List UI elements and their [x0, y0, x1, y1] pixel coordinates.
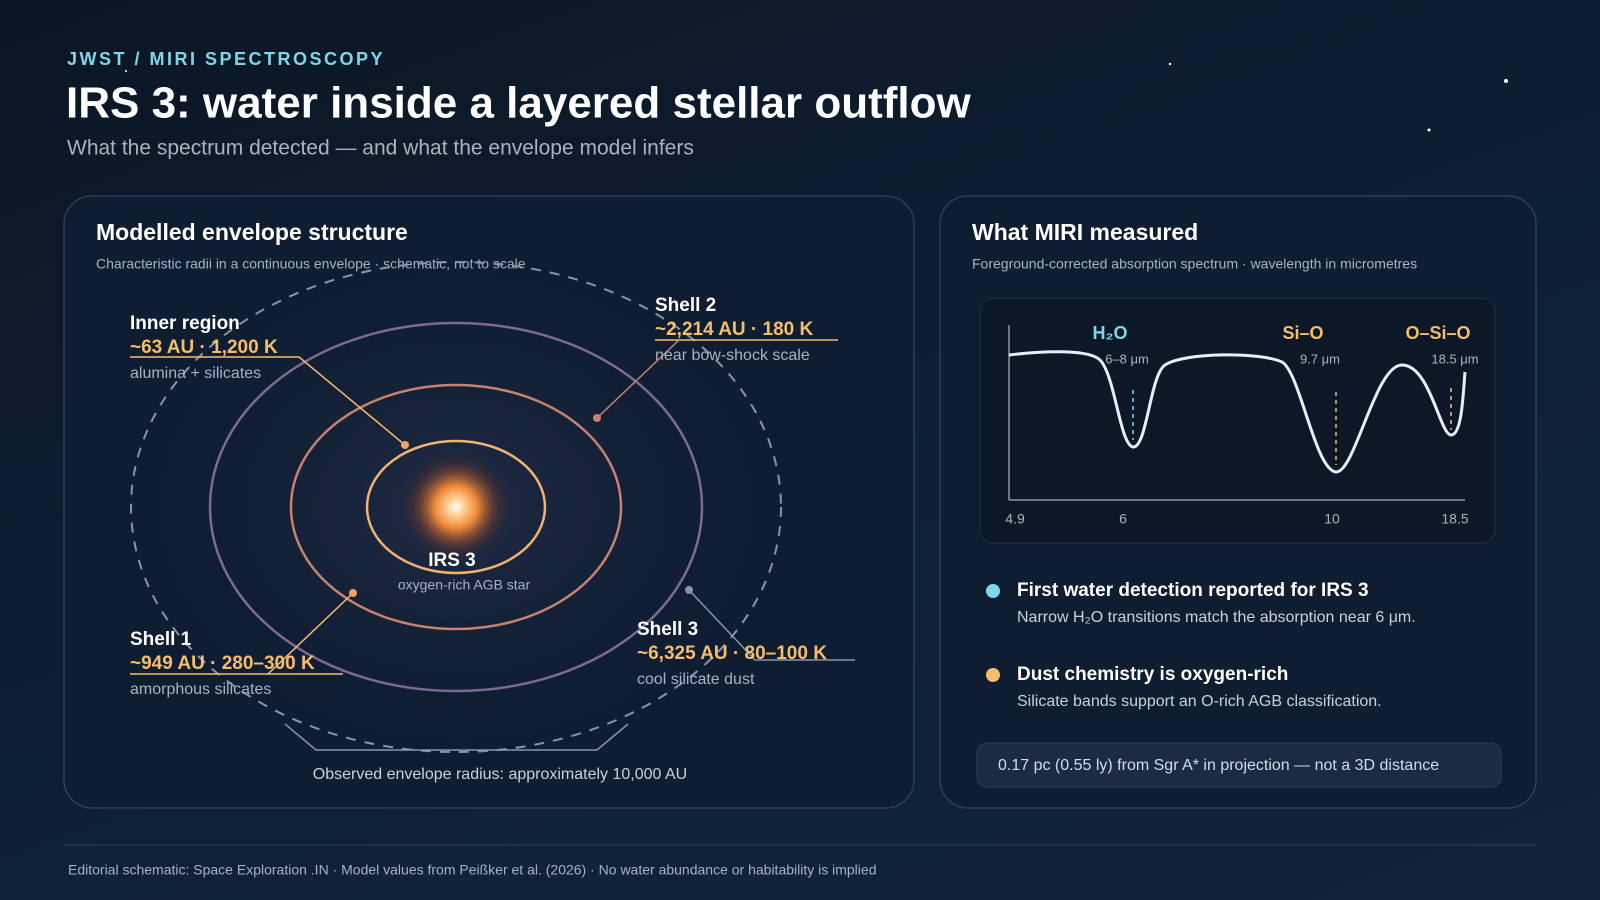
region-name: Shell 1	[130, 629, 192, 650]
region-values: ~6,325 AU · 80–100 K	[637, 643, 827, 664]
star-description: oxygen-rich AGB star	[398, 577, 531, 593]
finding-title: Dust chemistry is oxygen-rich	[1017, 664, 1288, 685]
feature-range: 9.7 μm	[1300, 351, 1340, 366]
title: IRS 3: water inside a layered stellar ou…	[66, 79, 972, 128]
feature-label: Si–O	[1282, 323, 1323, 343]
feature-range: 6–8 μm	[1105, 351, 1149, 366]
x-tick-label: 18.5	[1441, 511, 1468, 527]
panel-title: Modelled envelope structure	[96, 219, 408, 245]
panel-subtitle: Foreground-corrected absorption spectrum…	[972, 256, 1417, 272]
spectrum-plot	[1008, 325, 1467, 501]
stars	[125, 62, 1508, 132]
envelope-footnote: Observed envelope radius: approximately …	[313, 766, 687, 783]
feature-label: H₂O	[1093, 323, 1128, 343]
finding-text: Silicate bands support an O-rich AGB cla…	[1017, 693, 1382, 710]
region-name: Shell 2	[655, 295, 716, 316]
finding-title: First water detection reported for IRS 3	[1017, 580, 1369, 601]
region-values: ~63 AU · 1,200 K	[130, 337, 278, 358]
region-material: alumina + silicates	[130, 365, 261, 382]
x-tick-label: 4.9	[1005, 511, 1025, 527]
note-box	[976, 742, 1502, 788]
region-name: Inner region	[130, 313, 240, 334]
kicker: JWST / MIRI SPECTROSCOPY	[67, 49, 385, 69]
envelope	[126, 247, 855, 767]
finding-text: Narrow H₂O transitions match the absorpt…	[1017, 609, 1416, 626]
spectrum-box	[979, 297, 1496, 544]
feature-range: 18.5 μm	[1431, 351, 1478, 366]
note: 0.17 pc (0.55 ly) from Sgr A* in project…	[998, 757, 1439, 774]
region-material: cool silicate dust	[637, 671, 755, 688]
panel-title: What MIRI measured	[972, 219, 1198, 245]
feature-label: O–Si–O	[1405, 323, 1470, 343]
x-tick-label: 6	[1119, 511, 1127, 527]
finding-dot	[986, 584, 1000, 598]
finding-dot	[986, 668, 1000, 682]
star-name: IRS 3	[428, 550, 476, 571]
region-material: amorphous silicates	[130, 681, 271, 698]
subtitle: What the spectrum detected — and what th…	[67, 137, 694, 160]
footer: Editorial schematic: Space Exploration .…	[68, 862, 876, 878]
region-values: ~949 AU · 280–300 K	[130, 653, 315, 674]
region-material: near bow-shock scale	[655, 347, 810, 364]
region-name: Shell 3	[637, 619, 698, 640]
x-tick-label: 10	[1324, 511, 1340, 527]
region-values: ~2,214 AU · 180 K	[655, 319, 814, 340]
